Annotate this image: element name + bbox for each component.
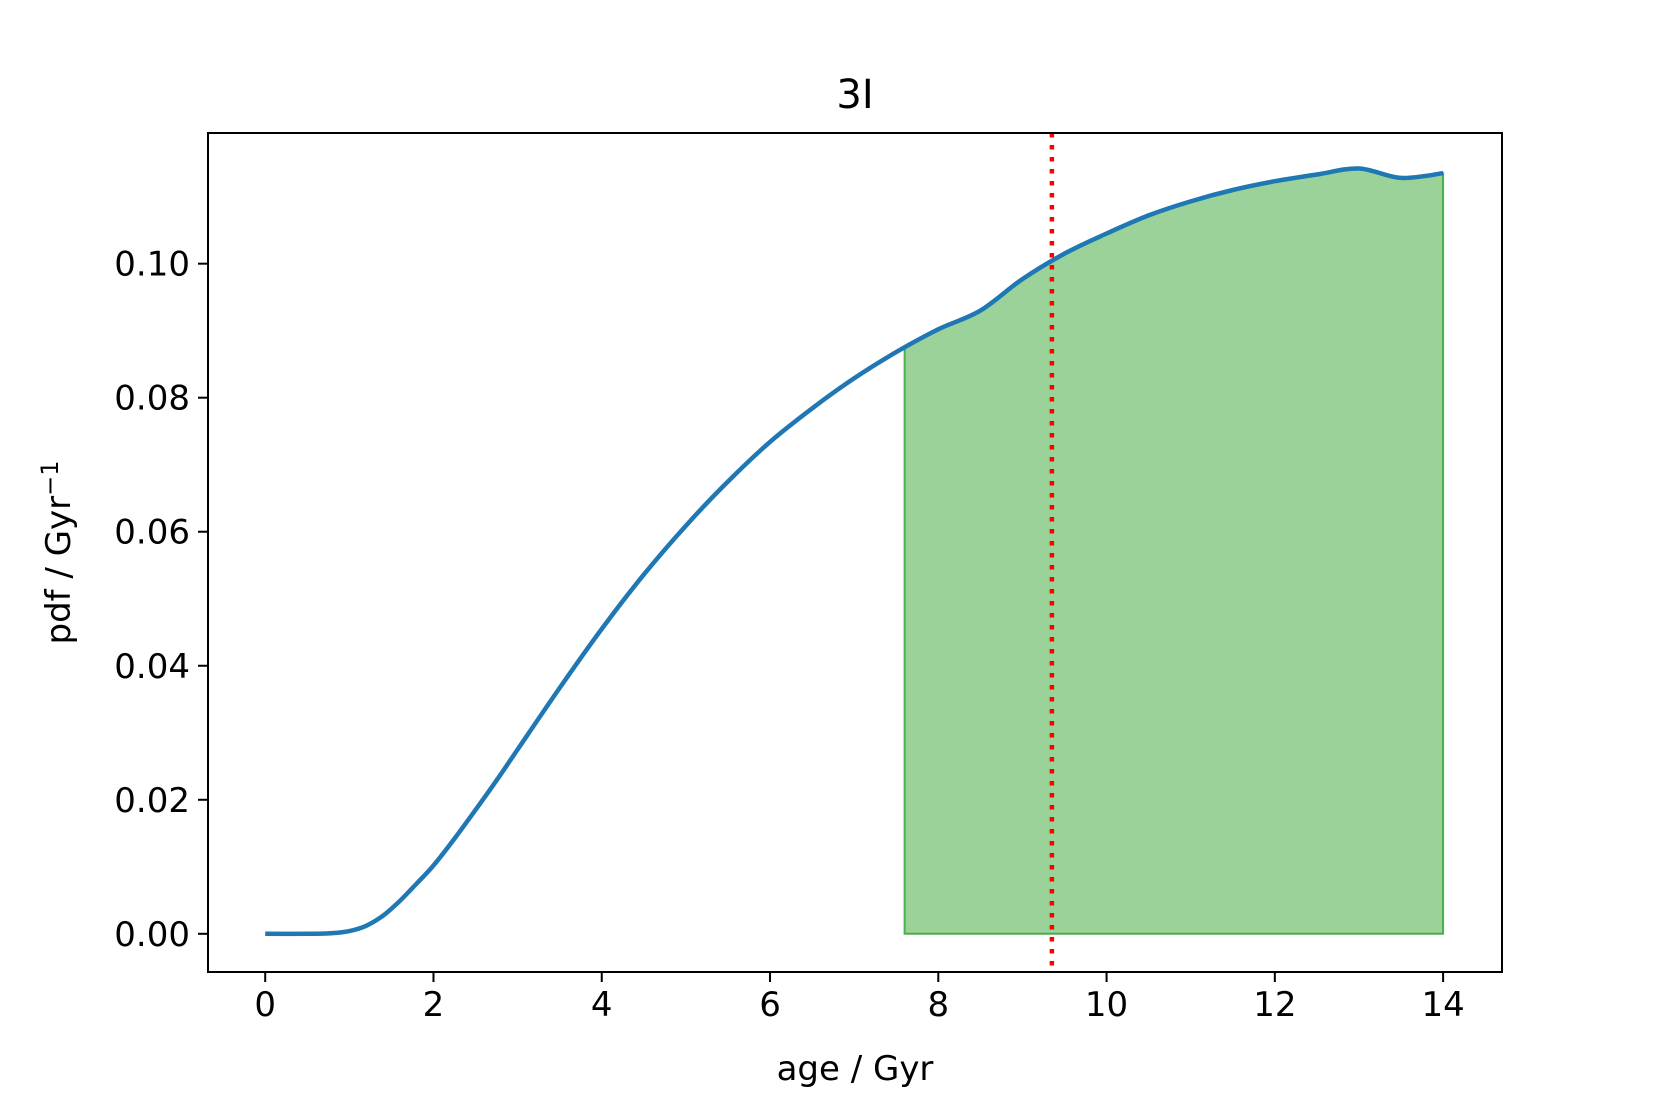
x-tick-label: 10 [1085, 985, 1128, 1025]
y-axis-label-text: pdf / Gyr [39, 496, 79, 645]
y-tick-label: 0.02 [114, 781, 190, 821]
x-tick-label: 14 [1421, 985, 1464, 1025]
y-tick-label: 0.10 [114, 245, 190, 285]
axes-frame [207, 132, 1503, 973]
x-tick-label: 12 [1253, 985, 1296, 1025]
y-axis-label-exponent: −1 [36, 460, 64, 495]
x-tick-label: 8 [927, 985, 949, 1025]
x-tick-label: 2 [423, 985, 445, 1025]
x-axis-ticks: 0 2 4 6 8 10 12 14 [254, 972, 1465, 1025]
y-axis-label: pdf / Gyr−1 [36, 460, 79, 644]
x-tick-label: 0 [254, 985, 276, 1025]
plot-area [265, 133, 1445, 972]
chart-title: 3I [836, 72, 873, 118]
y-tick-label: 0.06 [114, 513, 190, 553]
x-tick-label: 4 [591, 985, 613, 1025]
pdf-curve [265, 166, 1444, 937]
x-tick-label: 6 [759, 985, 781, 1025]
y-tick-label: 0.00 [114, 915, 190, 955]
y-tick-label: 0.08 [114, 379, 190, 419]
x-axis-label: age / Gyr [777, 1049, 934, 1089]
y-tick-label: 0.04 [114, 647, 190, 687]
y-axis-ticks: 0.00 0.02 0.04 0.06 0.08 0.10 [114, 245, 208, 955]
